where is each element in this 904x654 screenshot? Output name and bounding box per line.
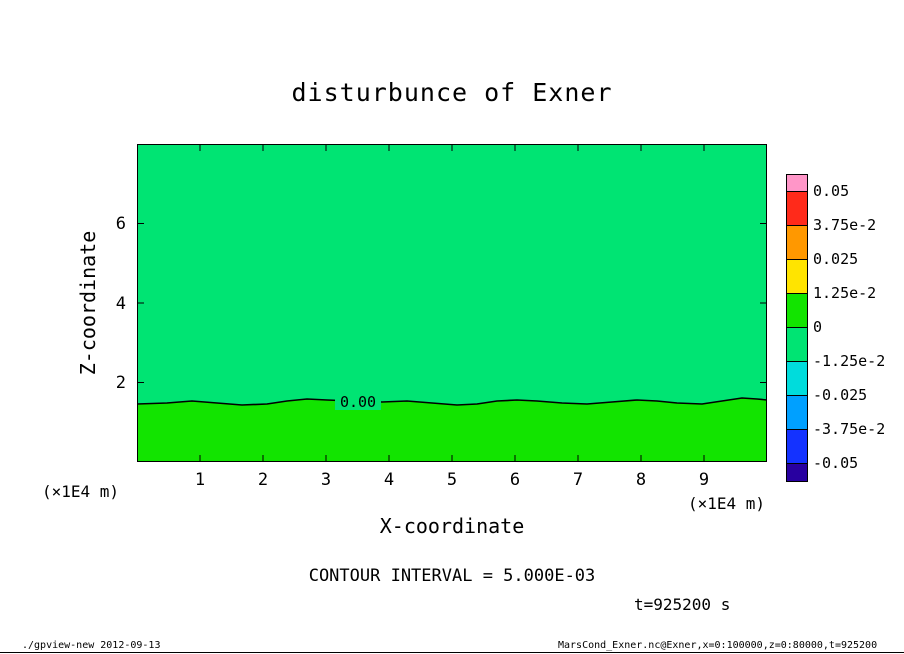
colorbar-segment [787, 294, 807, 328]
contour-interval-text: CONTOUR INTERVAL = 5.000E-03 [308, 566, 596, 586]
x-tick-label: 1 [194, 470, 206, 490]
plot-svg: 0.00 [136, 144, 768, 462]
contour-label: 0.00 [340, 393, 376, 411]
colorbar-segment [787, 226, 807, 260]
colorbar-segment [787, 396, 807, 430]
colorbar-segment [787, 430, 807, 464]
x-tick-label: 7 [572, 470, 584, 490]
x-axis-title: X-coordinate [379, 514, 525, 538]
footer-program-stamp: ./gpview-new 2012-09-13 [22, 640, 161, 651]
x-axis-unit: (×1E4 m) [688, 494, 766, 513]
axis-ticks [137, 144, 767, 462]
colorbar-label: 0.05 [813, 182, 850, 200]
colorbar-segment [787, 328, 807, 362]
colorbar-label: -0.025 [813, 386, 868, 404]
time-label: t=925200 s [634, 595, 731, 614]
y-tick-label: 2 [115, 373, 126, 393]
plot-title: disturbunce of Exner [291, 78, 613, 107]
colorbar-segment [787, 260, 807, 294]
colorbar-segment [787, 362, 807, 396]
colorbar-label: 3.75e-2 [813, 216, 877, 234]
colorbar-label: 1.25e-2 [813, 284, 877, 302]
footer-file-stamp: MarsCond_Exner.nc@Exner,x=0:100000,z=0:8… [558, 640, 878, 651]
colorbar-label: 0 [813, 318, 823, 336]
colorbar-label: -0.05 [813, 454, 859, 472]
x-tick-label: 3 [320, 470, 332, 490]
colorbar-label: -3.75e-2 [813, 420, 886, 438]
y-axis-unit: (×1E4 m) [42, 482, 120, 501]
x-tick-label: 6 [509, 470, 521, 490]
colorbar-segment [787, 175, 807, 192]
y-tick-label: 6 [115, 214, 126, 234]
y-axis-title: Z-coordinate [76, 230, 100, 376]
x-tick-label: 8 [635, 470, 647, 490]
zero-contour-line [136, 397, 768, 406]
colorbar-segment [787, 464, 807, 481]
bottom-rule [0, 652, 904, 653]
colorbar-label: 0.025 [813, 250, 859, 268]
plot-area: 0.00 [136, 144, 768, 462]
x-tick-label: 4 [383, 470, 395, 490]
axis-frame [137, 144, 767, 462]
y-tick-label: 4 [115, 294, 126, 314]
colorbar-label: -1.25e-2 [813, 352, 886, 370]
shade-region-lower [137, 398, 767, 462]
x-tick-label: 2 [257, 470, 269, 490]
colorbar-segment [787, 192, 807, 226]
contour-label-patch [335, 393, 381, 410]
x-tick-label: 5 [446, 470, 458, 490]
x-tick-label: 9 [698, 470, 710, 490]
colorbar [786, 174, 808, 482]
